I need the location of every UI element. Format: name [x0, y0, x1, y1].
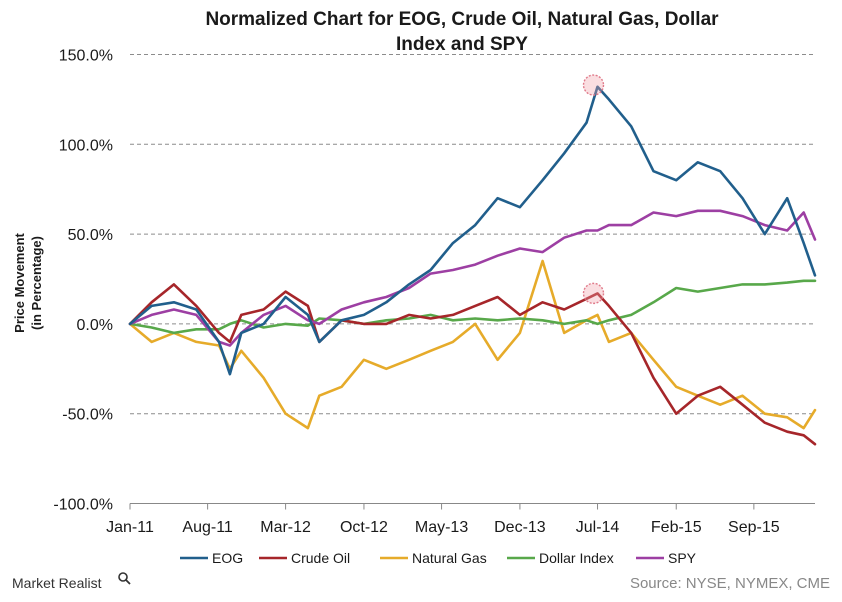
y-tick-label: 100.0% [59, 137, 113, 154]
x-tick-label: Mar-12 [260, 519, 311, 536]
legend-label: Dollar Index [539, 550, 614, 566]
x-tick-label: Sep-15 [728, 519, 780, 536]
x-tick-label: Aug-11 [182, 519, 233, 536]
x-tick-label: Jan-11 [106, 519, 154, 536]
legend-label: SPY [668, 550, 697, 566]
legend-label: Natural Gas [412, 550, 487, 566]
brand-logo: Market Realist [12, 572, 131, 591]
highlight-circle [582, 282, 605, 305]
x-tick-label: Jul-14 [576, 519, 620, 536]
chart-title-line1: Normalized Chart for EOG, Crude Oil, Nat… [205, 9, 719, 30]
y-tick-label: 150.0% [59, 48, 113, 65]
y-axis-ticks: 150.0% 100.0% 50.0% 0.0% -50.0% -100.0% [53, 48, 113, 514]
y-tick-label: -50.0% [62, 407, 113, 424]
x-tick-label: May-13 [415, 519, 468, 536]
source-text: Source: NYSE, NYMEX, CME [630, 575, 830, 592]
y-axis-label-line2: (in Percentage) [29, 236, 44, 330]
brand-name: Market Realist [12, 575, 102, 591]
gridlines [130, 54, 815, 504]
x-tick-label: Oct-12 [340, 519, 388, 536]
highlight-circle [582, 74, 605, 96]
magnifier-icon [118, 572, 131, 585]
y-tick-label: 0.0% [77, 317, 113, 334]
series-lines [128, 85, 817, 446]
y-axis-label-line1: Price Movement [12, 232, 27, 332]
y-tick-label: 50.0% [68, 227, 113, 244]
x-tick-label: Dec-13 [494, 519, 546, 536]
x-axis: Jan-11 Aug-11 Mar-12 Oct-12 May-13 Dec-13 Jul-… [106, 503, 815, 536]
series-line-eog [128, 85, 817, 376]
series-line-natural-gas [128, 259, 817, 430]
legend: EOG Crude Oil Natural Gas Dollar Index SPY [180, 550, 697, 566]
chart-title-line2: Index and SPY [396, 34, 528, 55]
x-tick-label: Feb-15 [651, 519, 702, 536]
legend-label: EOG [212, 550, 243, 566]
y-tick-label: -100.0% [53, 497, 113, 514]
highlight-circles [582, 74, 605, 305]
series-line-crude-oil [128, 283, 817, 446]
series-line-spy [128, 209, 817, 347]
legend-label: Crude Oil [291, 550, 350, 566]
